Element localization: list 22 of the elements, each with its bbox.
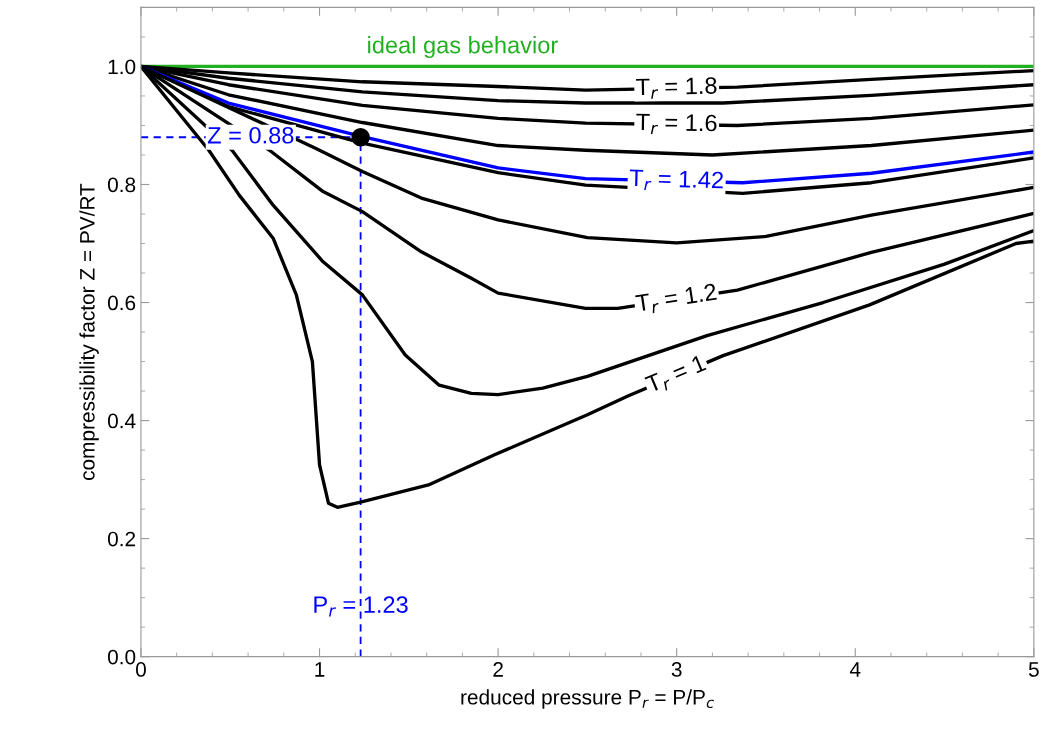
ref-line-label: P$_{r}$ = 1.23 — [314, 596, 408, 617]
y-axis-title: compressibility factor Z = PV/RT — [79, 183, 99, 481]
y-tick-label: 0.4 — [107, 413, 136, 429]
y-tick-label: 1.0 — [108, 59, 136, 75]
series-label: ideal gas behavior — [368, 36, 558, 59]
x-tick-label: 1 — [315, 662, 325, 677]
x-axis-title: reduced pressure P$_{r}$ = P/P$_{c}$ — [461, 689, 714, 709]
y-tick-label: 0.0 — [107, 649, 136, 665]
ref-line-label: Z = 0.88 — [207, 126, 294, 144]
x-tick-label: 5 — [1028, 662, 1039, 677]
x-tick-label: 4 — [849, 662, 861, 677]
series-label: T$_{r}$ = 1.8 — [636, 77, 717, 99]
x-tick-label: 3 — [671, 662, 682, 677]
y-tick-label: 0.8 — [107, 177, 136, 193]
text: T$_{r}$ = 1.2 — [635, 283, 718, 316]
y-tick-label: 0.2 — [107, 531, 136, 547]
y-tick-label: 0.6 — [107, 295, 136, 311]
series-label: T$_{r}$ = 1.42 — [629, 169, 724, 193]
x-tick-label: 0 — [135, 662, 146, 677]
text: T$_{r}$ = 1 — [644, 354, 709, 397]
series-label: T$_{r}$ = 1.6 — [636, 113, 717, 136]
x-tick-label: 2 — [493, 662, 503, 677]
